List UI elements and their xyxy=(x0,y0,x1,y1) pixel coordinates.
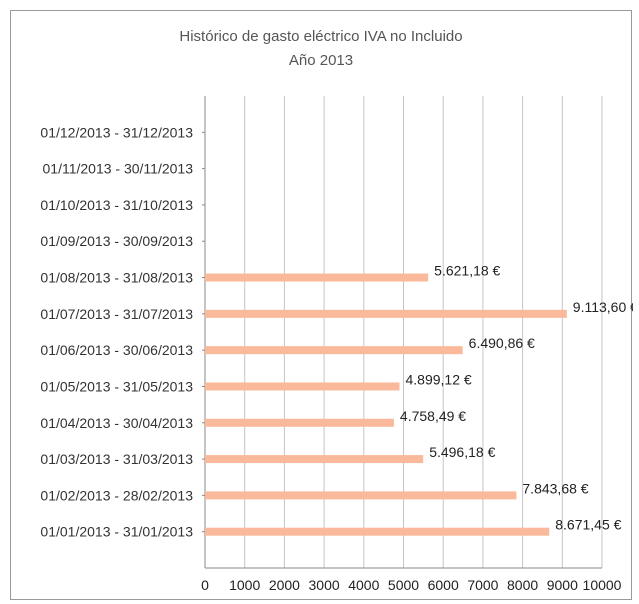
y-category-label: 01/03/2013 - 31/03/2013 xyxy=(40,451,193,467)
y-category-label: 01/04/2013 - 30/04/2013 xyxy=(40,415,193,431)
chart-frame: Histórico de gasto eléctrico IVA no Incl… xyxy=(10,10,633,600)
x-tick-label: 4000 xyxy=(348,577,379,593)
bar xyxy=(205,382,400,391)
y-category-label: 01/06/2013 - 30/06/2013 xyxy=(40,342,193,358)
data-label: 8.671,45 € xyxy=(555,517,621,533)
bars xyxy=(205,273,567,536)
bar xyxy=(205,418,394,427)
y-category-label: 01/05/2013 - 31/05/2013 xyxy=(40,378,193,394)
y-category-label: 01/07/2013 - 31/07/2013 xyxy=(40,306,193,322)
data-label: 4.899,12 € xyxy=(405,371,471,387)
bar xyxy=(205,309,567,318)
data-label: 5.496,18 € xyxy=(429,444,495,460)
x-tick-label: 0 xyxy=(201,577,209,593)
y-category-label: 01/11/2013 - 30/11/2013 xyxy=(43,161,194,177)
chart-title: Histórico de gasto eléctrico IVA no Incl… xyxy=(179,28,462,45)
x-tick-label: 10000 xyxy=(583,577,622,593)
x-tick-label: 5000 xyxy=(388,577,419,593)
bar xyxy=(205,491,517,500)
gridlines xyxy=(202,96,603,569)
x-tick-label: 9000 xyxy=(547,577,578,593)
x-tick-label: 3000 xyxy=(309,577,340,593)
data-label: 5.621,18 € xyxy=(434,263,500,279)
bar-chart: Histórico de gasto eléctrico IVA no Incl… xyxy=(40,28,633,593)
x-tick-label: 8000 xyxy=(507,577,538,593)
y-category-label: 01/01/2013 - 31/01/2013 xyxy=(40,524,193,540)
data-label: 9.113,60 € xyxy=(573,299,633,315)
data-label: 4.758,49 € xyxy=(400,408,466,424)
data-label: 7.843,68 € xyxy=(522,480,588,496)
bar xyxy=(205,455,424,464)
bar xyxy=(205,527,550,536)
x-tick-label: 2000 xyxy=(269,577,300,593)
bar xyxy=(205,273,429,282)
y-category-label: 01/09/2013 - 30/09/2013 xyxy=(40,233,193,249)
y-category-label: 01/12/2013 - 31/12/2013 xyxy=(40,124,193,140)
y-category-label: 01/02/2013 - 28/02/2013 xyxy=(40,487,193,503)
labels: 0 1000 2000 3000 4000 5000 6000 7000 8000 9000 100… xyxy=(40,124,633,593)
bar xyxy=(205,346,463,355)
x-tick-label: 6000 xyxy=(428,577,459,593)
data-label: 6.490,86 € xyxy=(469,335,535,351)
y-category-label: 01/08/2013 - 31/08/2013 xyxy=(40,270,193,286)
x-tick-label: 7000 xyxy=(467,577,498,593)
chart-subtitle: Año 2013 xyxy=(289,52,353,69)
x-tick-label: 1000 xyxy=(229,577,260,593)
y-category-label: 01/10/2013 - 31/10/2013 xyxy=(40,197,193,213)
